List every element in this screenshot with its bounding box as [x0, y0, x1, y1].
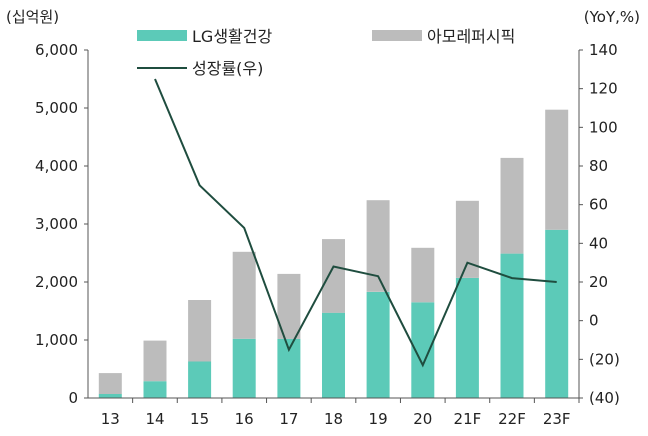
- legend-label-growth: 성장률(우): [192, 59, 263, 78]
- left-tick-label: 0: [68, 389, 78, 407]
- legend-swatch-amore: [372, 30, 422, 41]
- left-tick-label: 1,000: [35, 331, 78, 349]
- left-axis-ticks: 0 1,000 2,000 3,000 4,000 5,000 6,000: [35, 41, 88, 407]
- right-tick-label: 80: [589, 157, 608, 175]
- bar-amore-15: [188, 300, 212, 362]
- bar-lg-23F: [545, 229, 569, 398]
- growth-rate-line: [154, 78, 557, 368]
- bar-amore-14: [143, 340, 167, 382]
- x-tick-label: 13: [101, 410, 120, 428]
- x-tick-label: 19: [369, 410, 388, 428]
- x-tick-label: 20: [413, 410, 432, 428]
- x-axis-ticks: 13 14 15 16 17 18 19 20 21F 22F 23F: [101, 398, 580, 428]
- right-tick-label: 60: [589, 196, 608, 214]
- right-tick-label: 20: [589, 273, 608, 291]
- right-axis-unit: (YoY,%): [584, 8, 640, 26]
- bar-layer: [98, 109, 569, 398]
- x-tick-label: 16: [235, 410, 254, 428]
- x-tick-label: 18: [324, 410, 343, 428]
- x-tick-label: 17: [279, 410, 298, 428]
- bar-amore-13: [98, 373, 122, 394]
- left-tick-label: 3,000: [35, 215, 78, 233]
- bar-lg-18: [322, 312, 345, 398]
- left-axis-unit: (십억원): [6, 8, 59, 26]
- line-layer: [154, 78, 557, 368]
- bar-lg-20: [411, 302, 435, 398]
- bar-lg-13: [98, 393, 122, 398]
- right-tick-label: 0: [589, 312, 599, 330]
- bar-amore-16: [232, 251, 256, 339]
- bar-amore-19: [366, 200, 390, 292]
- left-tick-label: 2,000: [35, 273, 78, 291]
- right-tick-label: 100: [589, 118, 618, 136]
- bar-lg-19: [366, 291, 390, 398]
- left-tick-label: 5,000: [35, 99, 78, 117]
- bar-lg-17: [277, 338, 301, 398]
- bar-lg-14: [143, 381, 167, 398]
- x-tick-label: 15: [190, 410, 209, 428]
- bar-amore-17: [277, 273, 301, 339]
- bar-lg-16: [232, 338, 256, 398]
- right-tick-label: 120: [589, 80, 618, 98]
- bar-amore-21F: [455, 200, 479, 278]
- x-tick-label: 23F: [543, 410, 571, 428]
- left-tick-label: 6,000: [35, 41, 78, 59]
- right-axis-ticks: (40) (20) 0 20 40 60 80 100 120 140: [579, 41, 620, 407]
- right-tick-label: (20): [589, 350, 620, 368]
- bar-lg-21F: [455, 277, 479, 398]
- bar-amore-20: [411, 247, 435, 303]
- x-tick-label: 21F: [454, 410, 482, 428]
- legend: LG생활건강 아모레퍼시픽 성장률(우): [137, 27, 515, 78]
- bar-amore-18: [322, 239, 345, 313]
- legend-label-amore: 아모레퍼시픽: [427, 27, 515, 46]
- bar-amore-23F: [545, 109, 569, 230]
- legend-swatch-lg: [137, 30, 187, 41]
- bar-lg-15: [188, 361, 212, 398]
- right-tick-label: (40): [589, 389, 620, 407]
- right-tick-label: 40: [589, 234, 608, 252]
- bar-amore-22F: [500, 157, 524, 254]
- right-tick-label: 140: [589, 41, 618, 59]
- x-tick-label: 22F: [498, 410, 526, 428]
- left-tick-label: 4,000: [35, 157, 78, 175]
- x-tick-label: 14: [145, 410, 164, 428]
- legend-label-lg: LG생활건강: [192, 27, 272, 46]
- bar-lg-22F: [500, 253, 524, 398]
